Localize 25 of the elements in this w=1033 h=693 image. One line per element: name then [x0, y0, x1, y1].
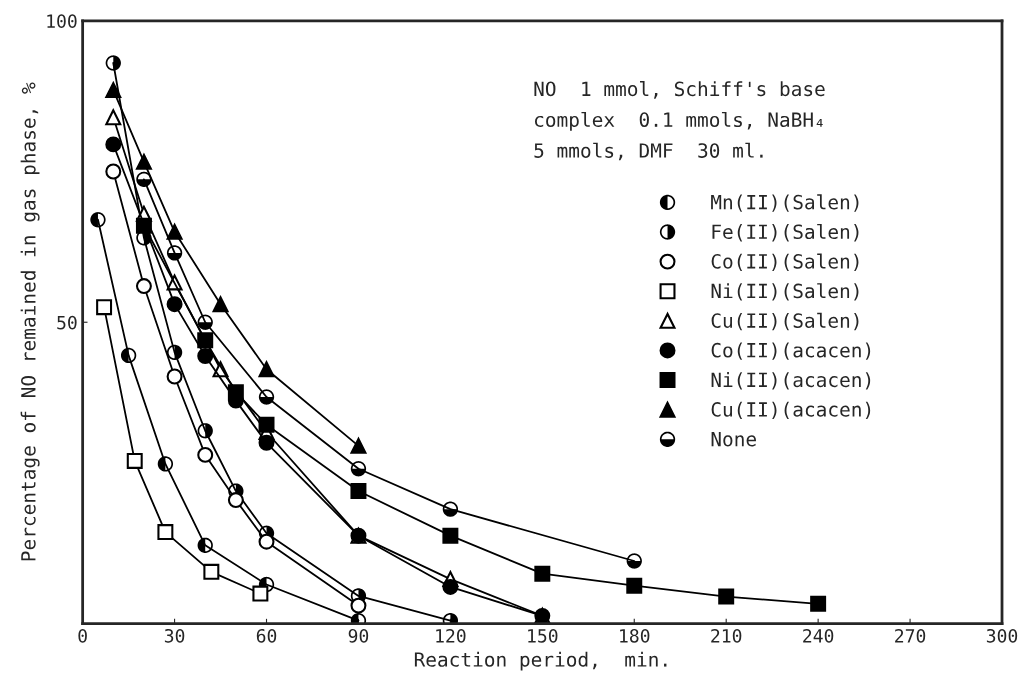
- x-tick-label: 270: [895, 628, 926, 643]
- x-tick-label: 30: [164, 628, 185, 643]
- x-axis-title: Reaction period, min.: [414, 651, 667, 671]
- legend-label: None: [711, 431, 756, 447]
- legend-label: Mn(II)(Salen): [711, 194, 859, 212]
- x-tick-label: 90: [348, 628, 369, 643]
- legend-label: Co(II)(acacen): [711, 342, 871, 360]
- legend-label: Fe(II)(Salen): [712, 223, 859, 242]
- x-tick-label: 150: [528, 628, 558, 643]
- legend-label: Ni(II)(acacen): [711, 372, 871, 390]
- legend-label: Co(II)(Salen): [711, 253, 859, 271]
- x-tick-label: 300: [986, 628, 1018, 643]
- x-tick-label: 240: [803, 628, 834, 643]
- y-tick-label: 100: [47, 14, 77, 28]
- y-axis-title: Percentage of NO remained in gas phase, %: [20, 82, 40, 561]
- x-tick-label: 60: [256, 628, 277, 643]
- legend-label: Ni(II)(Salen): [711, 283, 859, 301]
- annotation: NO 1 mmol, Schiff's base complex 0.1 mmols, NaBH₄ 5 mmols, DMF 30 ml.: [534, 81, 825, 161]
- y-tick-label: 50: [57, 315, 77, 330]
- legend-label: Cu(II)(Salen): [711, 312, 859, 331]
- x-tick-label: 120: [436, 628, 466, 643]
- x-tick-label: 0: [78, 628, 87, 643]
- x-tick-label: 180: [620, 628, 650, 643]
- x-tick-label: 210: [711, 628, 742, 643]
- legend-label: Cu(II)(acacen): [711, 401, 871, 420]
